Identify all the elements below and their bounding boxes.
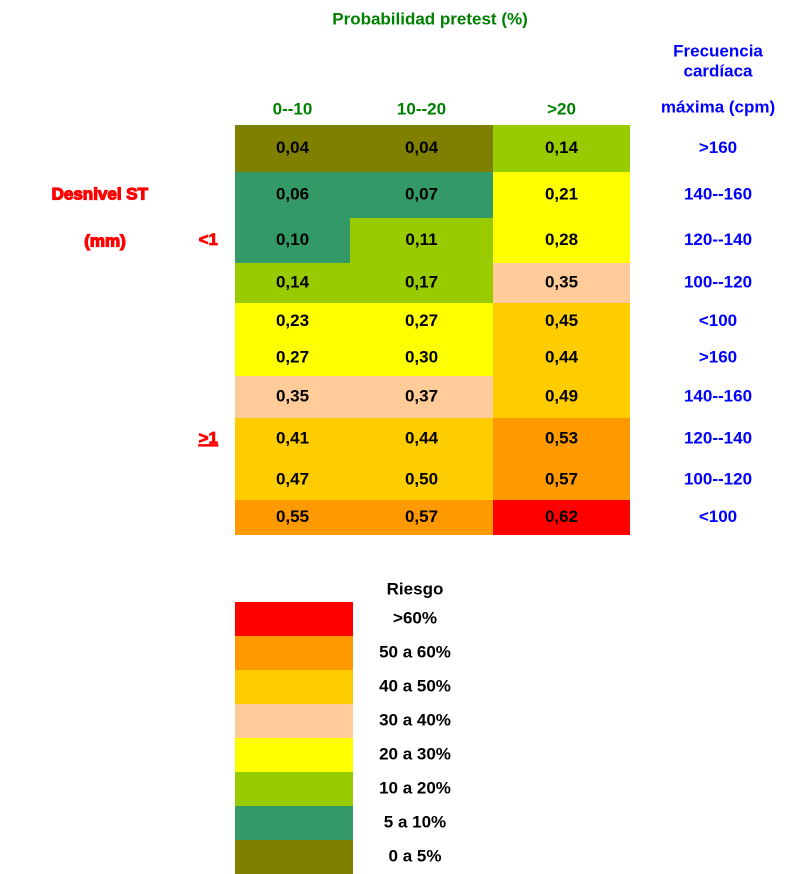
cell — [235, 418, 350, 460]
legend-label: 30 a 40% — [379, 710, 451, 729]
right-header: Frecuencia — [673, 41, 763, 60]
heart-rate: 120--140 — [684, 230, 752, 249]
cell-value: 0,57 — [405, 507, 438, 526]
cell — [350, 172, 493, 218]
cell — [493, 418, 630, 460]
cell-value: 0,04 — [405, 138, 439, 157]
legend-swatch — [235, 772, 353, 806]
cell-value: 0,27 — [276, 347, 309, 366]
legend-swatch — [235, 602, 353, 636]
heart-rate: 120--140 — [684, 428, 752, 447]
right-header: cardíaca — [684, 61, 754, 80]
cell — [350, 418, 493, 460]
cell — [235, 303, 350, 340]
cell-value: 0,27 — [405, 311, 438, 330]
cell — [235, 340, 350, 376]
legend-label: 50 a 60% — [379, 642, 451, 661]
cell — [350, 125, 493, 172]
cell — [493, 303, 630, 340]
right-header: máxima (cpm) — [661, 97, 775, 116]
cell-value: 0,55 — [276, 507, 309, 526]
cell-value: 0,35 — [276, 386, 309, 405]
cell-value: 0,37 — [405, 386, 438, 405]
cell-value: 0,28 — [545, 230, 578, 249]
legend-swatch — [235, 738, 353, 772]
cell-value: 0,41 — [276, 428, 309, 447]
cell-value: 0,45 — [545, 311, 578, 330]
column-header: 0--10 — [273, 99, 313, 118]
legend-label: >60% — [393, 608, 437, 627]
heart-rate: 140--160 — [684, 184, 752, 203]
cell-value: 0,10 — [276, 230, 309, 249]
legend-swatch — [235, 636, 353, 670]
cell — [350, 500, 493, 535]
cell — [235, 125, 350, 172]
cell — [235, 376, 350, 418]
cell — [350, 303, 493, 340]
cell — [493, 172, 630, 218]
st-group: >1 — [199, 428, 218, 447]
cell-value: 0,06 — [276, 184, 309, 203]
heart-rate: 100--120 — [684, 272, 752, 291]
cell — [493, 376, 630, 418]
cell-value: 0,62 — [545, 507, 578, 526]
cell-value: 0,11 — [405, 230, 437, 249]
cell-value: 0,04 — [276, 138, 310, 157]
cell — [235, 500, 350, 535]
legend-label: 40 a 50% — [379, 676, 451, 695]
cell-value: 0,50 — [405, 469, 438, 488]
legend-label: 5 a 10% — [384, 812, 446, 831]
heart-rate: >160 — [699, 138, 737, 157]
cell-value: 0,49 — [545, 386, 578, 405]
cell-value: 0,23 — [276, 311, 309, 330]
st-group: <1 — [199, 230, 218, 249]
legend-title: Riesgo — [387, 579, 444, 598]
cell — [493, 218, 630, 263]
cell — [493, 500, 630, 535]
legend-swatch — [235, 704, 353, 738]
cell-value: 0,14 — [545, 138, 579, 157]
cell — [235, 263, 350, 303]
cell-value: 0,07 — [405, 184, 438, 203]
cell-value: 0,44 — [545, 347, 579, 366]
cell — [350, 263, 493, 303]
legend-label: 20 a 30% — [379, 744, 451, 763]
cell — [235, 218, 350, 263]
side-unit: (mm) — [84, 231, 126, 250]
column-header: 10--20 — [397, 99, 446, 118]
cell — [350, 376, 493, 418]
side-title: Desnivel ST — [52, 184, 149, 203]
cell-value: 0,30 — [405, 347, 438, 366]
heart-rate: <100 — [699, 311, 737, 330]
cell — [493, 460, 630, 500]
cell — [235, 460, 350, 500]
cell-value: 0,57 — [545, 469, 578, 488]
heart-rate: >160 — [699, 347, 737, 366]
cell — [350, 340, 493, 376]
cell — [350, 460, 493, 500]
cell-value: 0,44 — [405, 428, 439, 447]
heart-rate: <100 — [699, 507, 737, 526]
heart-rate: 140--160 — [684, 386, 752, 405]
cell — [493, 340, 630, 376]
legend-swatch — [235, 840, 353, 874]
cell-value: 0,17 — [405, 272, 438, 291]
legend-swatch — [235, 670, 353, 704]
cell — [493, 125, 630, 172]
header-title: Probabilidad pretest (%) — [332, 9, 528, 28]
cell-value: 0,35 — [545, 272, 578, 291]
heart-rate: 100--120 — [684, 469, 752, 488]
legend-label: 0 a 5% — [389, 846, 442, 865]
cell-value: 0,14 — [276, 272, 310, 291]
cell-value: 0,47 — [276, 469, 309, 488]
legend-swatch — [235, 806, 353, 840]
cell — [235, 172, 350, 218]
column-header: >20 — [547, 99, 576, 118]
cell — [493, 263, 630, 303]
legend-label: 10 a 20% — [379, 778, 451, 797]
cell-value: 0,21 — [545, 184, 578, 203]
cell-value: 0,53 — [545, 428, 578, 447]
cell — [350, 218, 493, 263]
